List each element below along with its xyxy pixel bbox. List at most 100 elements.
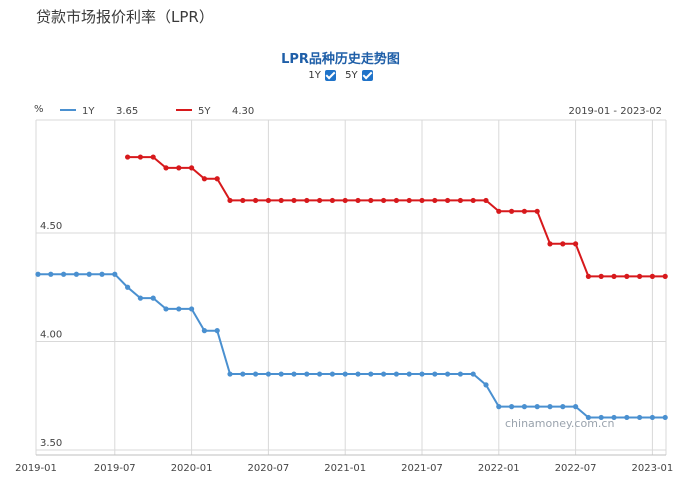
data-point-1Y (48, 271, 54, 277)
data-point-5Y (189, 165, 195, 171)
data-point-5Y (483, 197, 489, 204)
data-point-5Y (509, 208, 515, 214)
data-point-1Y (163, 306, 169, 312)
data-point-5Y (125, 154, 131, 160)
data-point-5Y (253, 197, 259, 204)
data-point-1Y (573, 404, 579, 410)
data-point-1Y (176, 306, 182, 312)
series-toggles: 1Y 5Y (0, 70, 681, 81)
data-point-5Y (662, 273, 668, 279)
data-point-1Y (201, 328, 207, 334)
checkbox-checked-icon[interactable] (361, 70, 373, 81)
x-tick-label: 2020-01 (171, 463, 213, 474)
data-point-5Y (291, 197, 297, 204)
data-point-5Y (649, 273, 656, 279)
y-tick-label: 4.50 (40, 221, 62, 232)
data-point-1Y (278, 371, 284, 377)
data-point-1Y (419, 371, 425, 377)
x-tick-label: 2019-07 (94, 463, 136, 474)
data-point-1Y (432, 371, 438, 377)
data-point-5Y (265, 197, 271, 204)
data-point-1Y (521, 404, 528, 410)
x-tick-label: 2021-01 (324, 463, 366, 474)
data-point-1Y (649, 414, 656, 421)
data-point-1Y (265, 371, 271, 377)
data-point-5Y (278, 197, 284, 204)
data-point-1Y (329, 371, 335, 377)
data-point-1Y (585, 414, 592, 421)
data-point-1Y (342, 371, 348, 377)
data-point-5Y (176, 165, 182, 171)
data-point-5Y (419, 197, 425, 204)
data-point-5Y (445, 197, 451, 204)
data-point-1Y (214, 328, 220, 334)
data-point-1Y (86, 271, 92, 277)
series-line-5Y (127, 156, 666, 278)
data-point-1Y (240, 371, 246, 377)
data-point-5Y (393, 197, 399, 204)
toggle-1y-label: 1Y (308, 70, 321, 81)
data-point-5Y (150, 154, 156, 160)
data-point-1Y (534, 404, 540, 410)
page-title: 贷款市场报价利率（LPR） (36, 8, 214, 26)
toggle-5y[interactable]: 5Y (345, 70, 373, 81)
data-point-1Y (61, 271, 67, 277)
toggle-5y-label: 5Y (345, 70, 358, 81)
data-point-5Y (470, 197, 476, 204)
data-point-5Y (406, 197, 412, 204)
y-tick-label: 4.00 (40, 330, 62, 341)
data-point-1Y (637, 414, 643, 421)
data-point-5Y (329, 197, 335, 204)
data-point-5Y (432, 197, 438, 204)
data-point-1Y (253, 371, 259, 377)
data-point-5Y (585, 273, 592, 279)
data-point-1Y (99, 271, 105, 277)
data-point-1Y (406, 371, 412, 377)
data-point-1Y (496, 404, 502, 410)
data-point-1Y (304, 371, 310, 377)
data-point-5Y (547, 241, 553, 247)
data-point-5Y (381, 197, 387, 204)
data-point-1Y (547, 404, 553, 410)
toggle-1y[interactable]: 1Y (308, 70, 336, 81)
data-point-1Y (624, 414, 630, 421)
checkbox-checked-icon[interactable] (324, 70, 336, 81)
legend: 1Y 3.65 5Y 4.30 (60, 106, 254, 117)
date-range-label: 2019-01 - 2023-02 (568, 106, 662, 117)
data-point-5Y (521, 208, 528, 214)
data-point-1Y (445, 371, 451, 377)
data-point-1Y (509, 404, 515, 410)
series-layer (35, 154, 668, 421)
data-point-1Y (291, 371, 297, 377)
data-point-5Y (624, 273, 630, 279)
data-point-1Y (457, 371, 463, 377)
data-point-5Y (573, 241, 579, 247)
x-tick-label: 2020-07 (248, 463, 290, 474)
grid (35, 119, 667, 456)
y-tick-label: 3.50 (40, 438, 62, 449)
data-point-1Y (611, 414, 617, 421)
data-point-1Y (150, 295, 156, 301)
data-point-1Y (112, 271, 118, 277)
x-tick-label: 2021-07 (401, 463, 443, 474)
x-tick-label: 2019-01 (15, 463, 57, 474)
legend-series-value: 3.65 (116, 106, 138, 117)
data-point-5Y (304, 197, 310, 204)
data-point-5Y (240, 197, 246, 204)
data-point-1Y (560, 404, 566, 410)
data-point-1Y (125, 284, 131, 290)
y-axis-unit: % (34, 104, 44, 115)
watermark: chinamoney.com.cn (505, 417, 614, 430)
data-point-5Y (317, 197, 323, 204)
data-point-5Y (611, 273, 617, 279)
data-point-5Y (137, 154, 143, 160)
data-point-1Y (73, 271, 79, 277)
y-axis: 3.50 4.00 4.50 (40, 221, 62, 449)
data-point-5Y (355, 197, 361, 204)
data-point-5Y (368, 197, 374, 204)
x-tick-label: 2022-01 (478, 463, 520, 474)
x-tick-label: 2022-07 (555, 463, 597, 474)
data-point-5Y (214, 176, 220, 182)
data-point-5Y (598, 273, 604, 279)
